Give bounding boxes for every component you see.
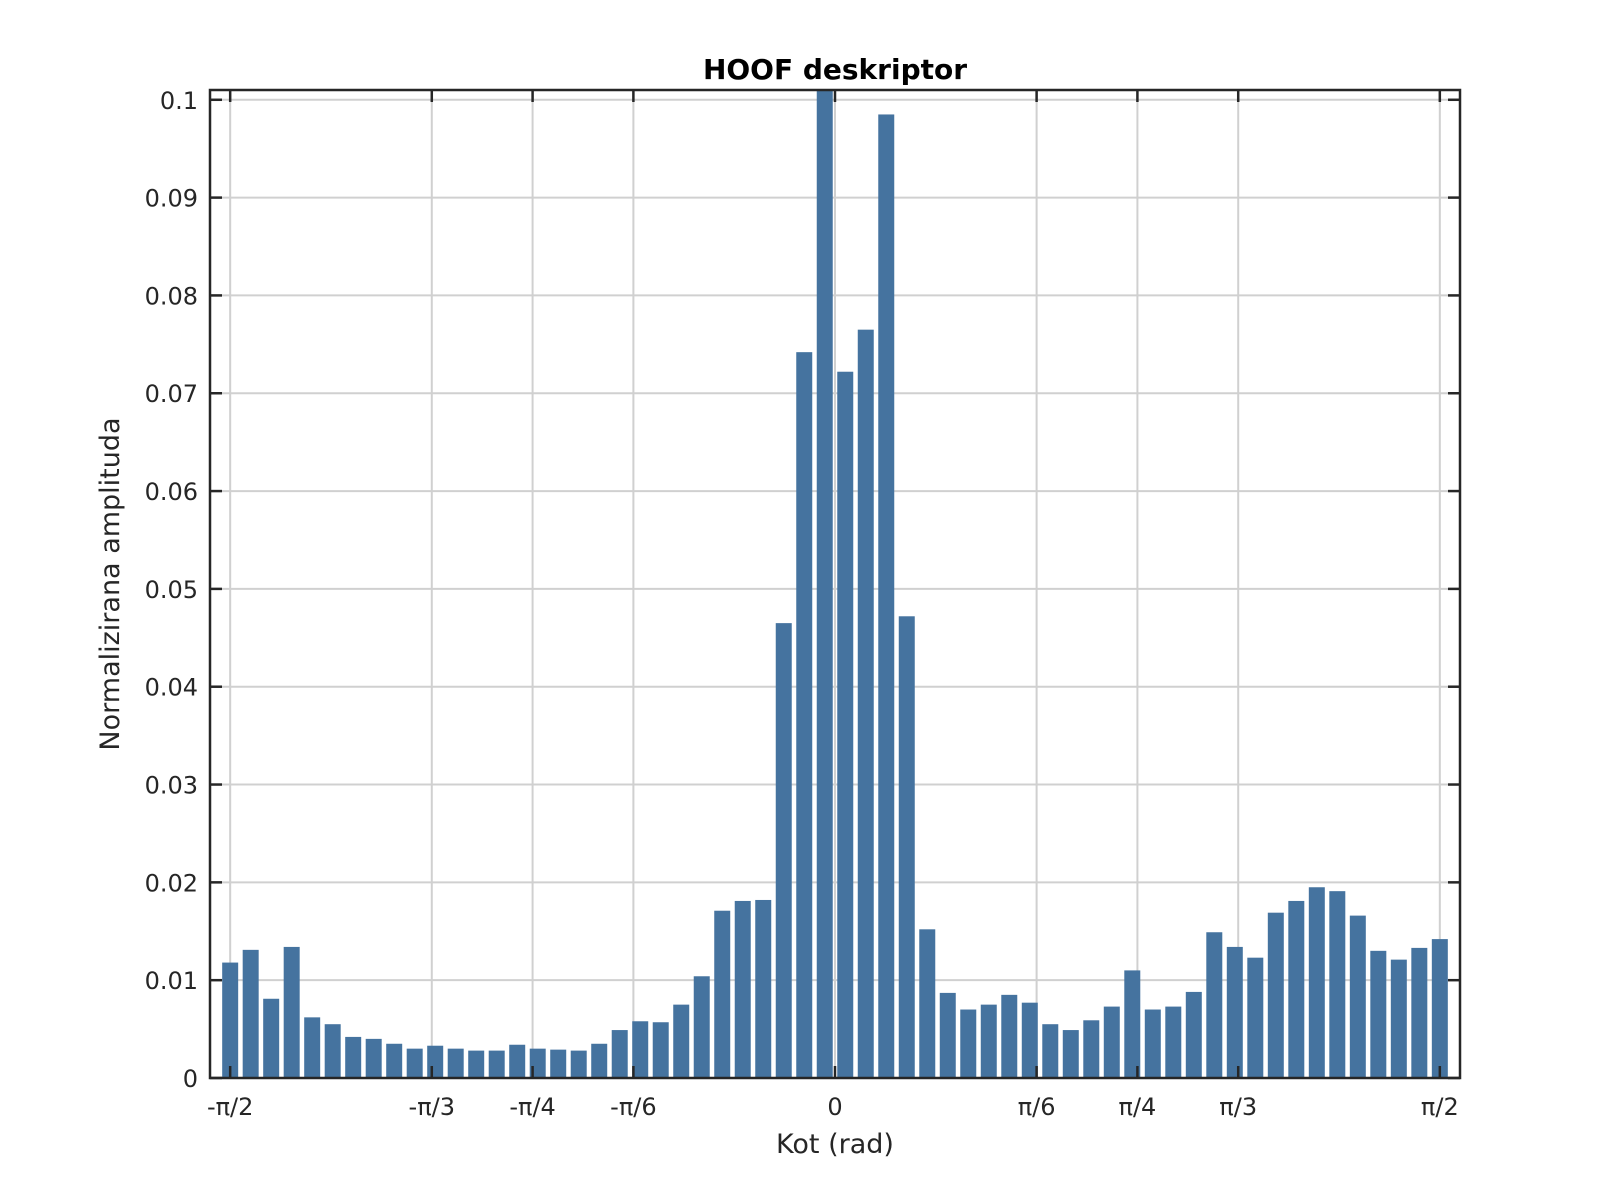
bar <box>570 1050 587 1078</box>
bar <box>652 1022 669 1078</box>
bar <box>1001 994 1018 1078</box>
y-tick-label: 0.07 <box>145 380 198 408</box>
x-axis-title: Kot (rad) <box>776 1129 894 1160</box>
bar <box>550 1049 567 1078</box>
bar <box>1124 970 1141 1078</box>
x-tick-label: -π/2 <box>207 1093 253 1121</box>
y-axis-title: Normalizirana amplituda <box>95 417 126 750</box>
y-tick-label: 0 <box>183 1065 198 1093</box>
bar <box>1185 991 1202 1078</box>
bar <box>714 910 731 1078</box>
bar <box>365 1038 382 1078</box>
bar <box>837 371 854 1078</box>
bar <box>734 900 751 1078</box>
y-tick-label: 0.01 <box>145 967 198 995</box>
x-tick-label: π/4 <box>1119 1093 1157 1121</box>
tick-marks <box>210 90 1460 1080</box>
x-tick-label: -π/3 <box>409 1093 455 1121</box>
bar <box>509 1044 526 1078</box>
bar <box>1411 947 1428 1078</box>
y-tick-label: 0.03 <box>145 772 198 800</box>
bar <box>1431 939 1448 1078</box>
bar <box>960 1009 977 1078</box>
bar <box>755 899 772 1078</box>
bar <box>1370 950 1387 1078</box>
bar <box>1042 1024 1059 1078</box>
bar <box>1226 946 1243 1078</box>
bar <box>1267 912 1284 1078</box>
x-tick-labels: -π/2 -π/3 -π/4 -π/6 0 π/6 π/4 π/3 π/2 <box>207 1093 1459 1121</box>
bar <box>283 946 300 1078</box>
bar <box>939 992 956 1078</box>
bar <box>447 1048 464 1078</box>
y-tick-label: 0.1 <box>160 87 198 115</box>
bar <box>693 976 710 1078</box>
bars <box>222 90 1448 1079</box>
y-tick-label: 0.06 <box>145 478 198 506</box>
bar <box>632 1021 649 1078</box>
bar <box>673 1004 690 1078</box>
x-tick-label: -π/6 <box>610 1093 656 1121</box>
bar <box>427 1045 444 1078</box>
bar <box>468 1050 485 1078</box>
bar <box>1329 891 1346 1078</box>
bar <box>1144 1009 1161 1078</box>
bar <box>796 352 813 1079</box>
bar <box>406 1048 423 1078</box>
bar <box>1206 932 1223 1078</box>
bar <box>1021 1002 1038 1078</box>
x-tick-label: 0 <box>827 1093 842 1121</box>
y-tick-label: 0.05 <box>145 576 198 604</box>
chart-title: HOOF deskriptor <box>703 53 967 86</box>
bar <box>1308 887 1325 1078</box>
bar <box>816 90 833 1078</box>
grid-lines <box>210 90 1460 1078</box>
x-tick-label: π/2 <box>1421 1093 1459 1121</box>
bar <box>1288 900 1305 1078</box>
x-tick-label: -π/4 <box>509 1093 555 1121</box>
bar <box>980 1004 997 1078</box>
bar <box>857 329 874 1079</box>
bar <box>1103 1006 1120 1078</box>
bar <box>386 1043 403 1078</box>
bar <box>345 1036 362 1078</box>
bar <box>222 962 239 1078</box>
bar <box>591 1043 608 1078</box>
bar <box>1390 959 1407 1078</box>
bar <box>775 623 792 1078</box>
bar <box>1062 1030 1079 1078</box>
bar <box>898 616 915 1078</box>
bar <box>1083 1020 1100 1078</box>
bar <box>304 1017 321 1078</box>
bar <box>919 929 936 1078</box>
y-tick-label: 0.09 <box>145 185 198 213</box>
y-tick-label: 0.02 <box>145 869 198 897</box>
bar <box>1349 915 1366 1078</box>
x-tick-label: π/6 <box>1018 1093 1056 1121</box>
bar <box>878 114 895 1078</box>
bar <box>1165 1006 1182 1078</box>
bar <box>263 998 280 1078</box>
bar <box>611 1030 628 1078</box>
bar <box>324 1024 341 1078</box>
y-tick-label: 0.08 <box>145 282 198 310</box>
y-tick-label: 0.04 <box>145 674 198 702</box>
bar <box>1247 957 1264 1078</box>
x-tick-label: π/3 <box>1219 1093 1257 1121</box>
bar <box>488 1050 505 1078</box>
y-tick-labels: 0 0.01 0.02 0.03 0.04 0.05 0.06 0.07 0.08 0.09 0.1 <box>145 87 198 1093</box>
bar <box>242 949 259 1078</box>
